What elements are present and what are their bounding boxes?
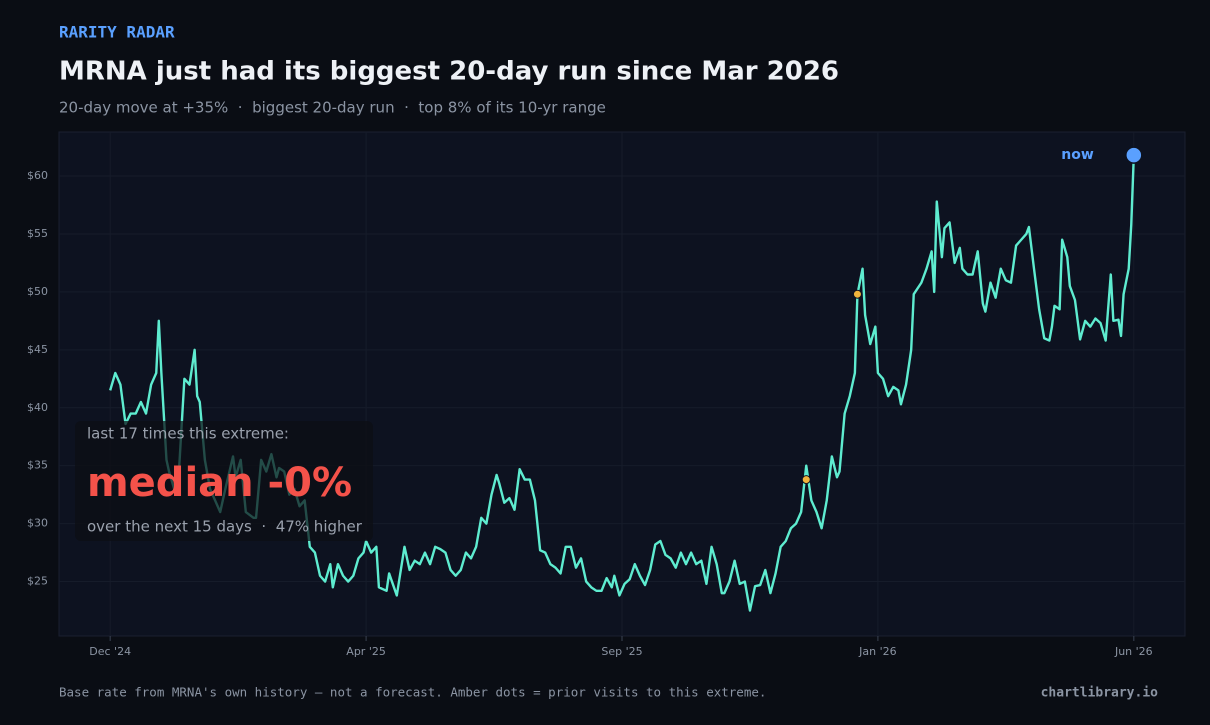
y-tick-label: $45	[27, 343, 48, 356]
now-label: now	[1061, 147, 1094, 163]
callout-box	[75, 421, 373, 541]
x-tick-label: Sep '25	[601, 645, 642, 658]
footer-note: Base rate from MRNA's own history — not …	[59, 685, 766, 700]
x-tick-label: Apr '25	[346, 645, 386, 658]
x-tick-label: Dec '24	[89, 645, 131, 658]
footer-brand: chartlibrary.io	[1041, 686, 1159, 701]
y-tick-label: $40	[27, 401, 48, 414]
callout-detail: over the next 15 days · 47% higher	[87, 518, 363, 536]
chart-title: MRNA just had its biggest 20-day run sin…	[59, 57, 839, 87]
y-tick-label: $55	[27, 227, 48, 240]
y-tick-label: $35	[27, 459, 48, 472]
y-tick-label: $30	[27, 517, 48, 530]
extreme-marker	[801, 475, 811, 485]
x-tick-label: Jan '26	[858, 645, 896, 658]
y-tick-label: $25	[27, 575, 48, 588]
callout-lead: last 17 times this extreme:	[87, 425, 289, 443]
callout-headline: median -0%	[87, 460, 352, 506]
x-tick-label: Jun '26	[1114, 645, 1153, 658]
now-marker	[1125, 146, 1143, 164]
extreme-marker	[852, 289, 862, 299]
eyebrow: RARITY RADAR	[59, 23, 175, 42]
y-tick-label: $50	[27, 285, 48, 298]
subtitle: 20-day move at +35% · biggest 20-day run…	[59, 99, 606, 117]
y-tick-label: $60	[27, 169, 48, 182]
